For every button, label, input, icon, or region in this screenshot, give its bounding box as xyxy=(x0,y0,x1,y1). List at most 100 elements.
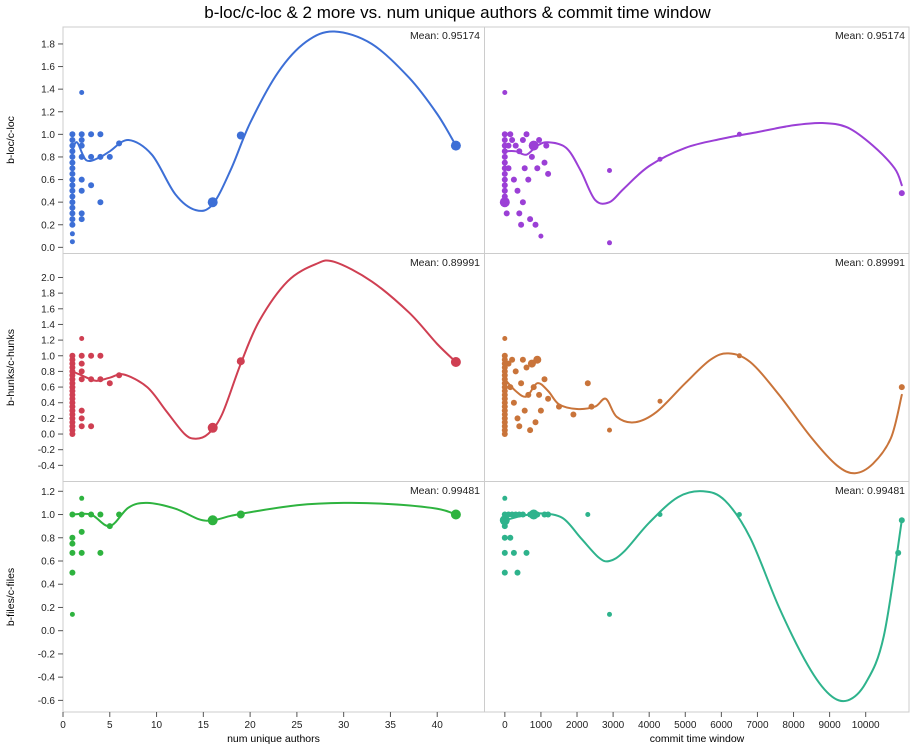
data-point xyxy=(536,391,543,398)
y-tick-label: -0.4 xyxy=(38,673,56,684)
data-point xyxy=(88,182,95,189)
data-point xyxy=(69,221,76,228)
mean-label: Mean: 0.89991 xyxy=(835,257,905,269)
data-point xyxy=(97,131,104,138)
data-point xyxy=(78,131,85,138)
data-point xyxy=(69,210,76,217)
data-point xyxy=(657,398,663,404)
data-point xyxy=(516,423,523,430)
data-point xyxy=(541,159,548,166)
y-tick-label: 0.4 xyxy=(41,398,55,409)
data-point xyxy=(519,199,526,206)
data-point xyxy=(69,611,75,617)
y-axis-title: b-hunks/c-hunks xyxy=(5,329,17,406)
smoother-line xyxy=(503,490,903,703)
data-point xyxy=(97,549,104,556)
x-tick-label: 5 xyxy=(107,720,113,731)
data-point xyxy=(88,423,95,430)
data-point xyxy=(525,176,532,183)
data-point xyxy=(69,199,76,206)
data-point xyxy=(502,336,508,341)
data-point xyxy=(607,240,612,246)
y-tick-label: 0.6 xyxy=(41,556,55,567)
x-tick-label: 8000 xyxy=(782,720,805,731)
x-tick-label: 3000 xyxy=(602,720,625,731)
data-point xyxy=(534,165,541,172)
data-point xyxy=(78,549,85,556)
smoother-line xyxy=(71,259,457,440)
data-point xyxy=(514,415,521,422)
x-tick-label: 5000 xyxy=(674,720,697,731)
y-tick-label: 0.4 xyxy=(41,580,55,591)
data-point xyxy=(532,221,539,228)
x-tick-label: 20 xyxy=(245,720,257,731)
data-point xyxy=(69,165,76,172)
data-point xyxy=(78,216,85,223)
data-point xyxy=(69,182,76,189)
x-tick-label: 0 xyxy=(60,720,66,731)
y-tick-label: 0.0 xyxy=(41,430,55,441)
data-point xyxy=(527,427,534,434)
data-point xyxy=(543,142,550,149)
data-point xyxy=(69,159,76,166)
data-point xyxy=(514,569,521,576)
data-point xyxy=(521,165,528,172)
y-tick-label: 0.8 xyxy=(41,152,55,163)
data-point xyxy=(501,187,508,194)
data-point xyxy=(519,356,526,363)
data-point xyxy=(537,407,544,414)
data-point xyxy=(545,395,552,402)
data-point xyxy=(69,170,76,177)
data-point xyxy=(69,239,75,245)
x-tick-label: 10000 xyxy=(852,720,880,731)
smoother-line xyxy=(503,121,903,205)
x-tick-label: 1000 xyxy=(530,720,553,731)
data-point xyxy=(607,168,612,173)
data-point xyxy=(78,352,85,359)
data-point xyxy=(521,407,528,414)
data-point xyxy=(523,364,530,371)
data-point xyxy=(532,419,539,426)
data-point xyxy=(69,193,76,200)
data-point xyxy=(536,137,543,143)
data-point xyxy=(518,221,525,228)
y-tick-label: 1.2 xyxy=(41,336,55,347)
data-point xyxy=(501,534,508,541)
data-point xyxy=(898,190,905,197)
y-tick-label: 0.8 xyxy=(41,533,55,544)
x-tick-label: 35 xyxy=(385,720,397,731)
x-tick-label: 4000 xyxy=(638,720,661,731)
data-point xyxy=(501,131,508,138)
y-tick-label: -0.2 xyxy=(38,445,56,456)
data-point xyxy=(501,523,508,530)
y-tick-label: 0.2 xyxy=(41,603,55,614)
data-point xyxy=(607,611,612,617)
y-tick-label: 1.4 xyxy=(41,320,55,331)
smoother-line xyxy=(71,30,457,212)
data-point xyxy=(527,216,534,223)
data-point xyxy=(88,352,95,359)
data-point xyxy=(97,511,104,518)
x-tick-label: 2000 xyxy=(566,720,589,731)
data-point xyxy=(78,528,85,535)
data-point xyxy=(69,137,76,143)
data-point xyxy=(510,549,517,556)
data-point xyxy=(97,352,104,359)
data-point xyxy=(88,153,95,160)
data-point xyxy=(78,415,85,422)
y-tick-label: 2.0 xyxy=(41,273,55,284)
y-tick-label: 1.0 xyxy=(41,351,55,362)
data-point xyxy=(78,187,85,194)
data-point xyxy=(510,399,517,406)
y-tick-label: -0.2 xyxy=(38,649,56,660)
data-point xyxy=(69,431,76,437)
data-point xyxy=(88,131,95,138)
data-point xyxy=(501,182,508,189)
data-point xyxy=(78,423,85,430)
x-tick-label: 6000 xyxy=(710,720,733,731)
chart-title: b-loc/c-loc & 2 more vs. num unique auth… xyxy=(204,3,711,22)
data-point xyxy=(505,142,512,149)
data-point xyxy=(510,176,517,183)
data-point xyxy=(78,210,85,217)
